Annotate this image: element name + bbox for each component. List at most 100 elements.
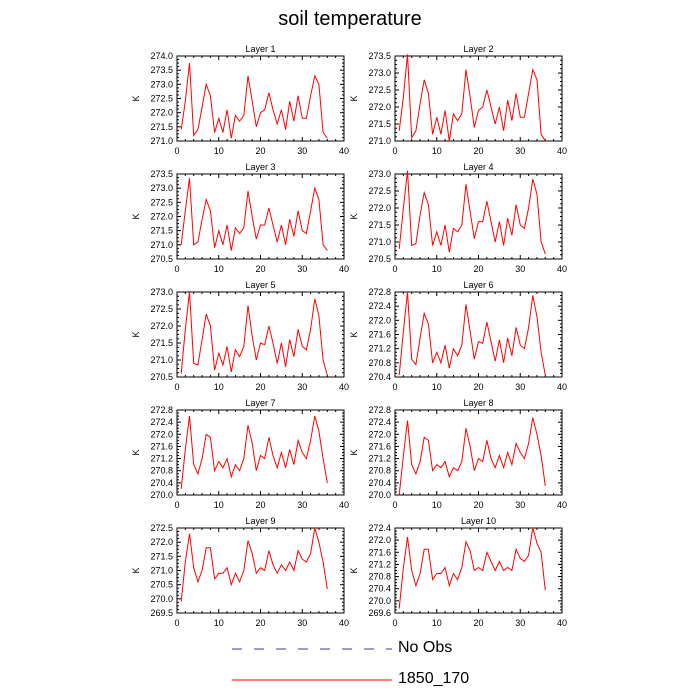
y-tick-label: 272.0 <box>368 102 391 112</box>
y-axis-label: K <box>349 213 359 219</box>
y-tick-label: 272.0 <box>368 429 391 439</box>
x-tick-label: 40 <box>339 382 349 392</box>
y-tick-label: 271.0 <box>150 355 173 365</box>
plot-frame <box>176 173 345 260</box>
panel-layer-2: Layer 2 K 0 10 20 30 40 271.0 271.5 272.0 272.5 273… <box>349 44 567 156</box>
y-tick-label: 271.0 <box>368 136 391 146</box>
y-axis-label: K <box>349 331 359 337</box>
x-tick-label: 0 <box>392 146 397 156</box>
y-tick-label: 272.5 <box>150 197 173 207</box>
x-tick-label: 30 <box>515 146 525 156</box>
legend-label-1850-170: 1850_170 <box>398 670 470 687</box>
panel-layer-6: Layer 6 K 0 10 20 30 40 270.4 270.8 271.2 271.6 272… <box>349 280 567 392</box>
x-tick-label: 30 <box>297 382 307 392</box>
plot-frame <box>394 55 563 142</box>
series-line-layer-1 <box>180 63 328 139</box>
plot-frame <box>176 409 345 496</box>
y-tick-label: 270.8 <box>368 358 391 368</box>
y-tick-label: 271.0 <box>150 566 173 576</box>
series-line-layer-8 <box>398 417 546 496</box>
x-tick-label: 10 <box>214 382 224 392</box>
y-tick-label: 271.5 <box>150 226 173 236</box>
y-tick-label: 269.5 <box>150 608 173 618</box>
panel-title-layer-3: Layer 3 <box>245 162 275 172</box>
x-tick-label: 20 <box>473 382 483 392</box>
y-axis-label: K <box>349 95 359 101</box>
y-tick-label: 271.6 <box>368 441 391 451</box>
x-tick-label: 10 <box>214 618 224 628</box>
y-tick-label: 274.0 <box>150 51 173 61</box>
y-tick-label: 272.5 <box>368 186 391 196</box>
y-axis-label: K <box>131 449 141 455</box>
y-tick-label: 270.8 <box>150 466 173 476</box>
y-tick-label: 271.5 <box>150 338 173 348</box>
panel-title-layer-9: Layer 9 <box>245 516 275 526</box>
y-tick-label: 271.2 <box>150 454 173 464</box>
y-tick-label: 270.0 <box>368 490 391 500</box>
y-tick-label: 273.5 <box>150 169 173 179</box>
y-tick-label: 272.5 <box>150 523 173 533</box>
series-line-layer-5 <box>180 291 328 376</box>
x-tick-label: 20 <box>473 146 483 156</box>
y-tick-label: 271.2 <box>368 454 391 464</box>
panel-title-layer-5: Layer 5 <box>245 280 275 290</box>
y-tick-label: 273.0 <box>150 79 173 89</box>
panel-title-layer-7: Layer 7 <box>245 398 275 408</box>
panel-layer-9: Layer 9 K 0 10 20 30 40 269.5 270.0 270.5 271.0 271… <box>131 516 349 628</box>
panel-title-layer-10: Layer 10 <box>461 516 496 526</box>
y-tick-label: 271.5 <box>150 551 173 561</box>
x-tick-label: 30 <box>515 500 525 510</box>
x-tick-label: 40 <box>557 382 567 392</box>
y-tick-label: 271.0 <box>150 240 173 250</box>
y-tick-label: 271.2 <box>368 559 391 569</box>
y-tick-label: 272.0 <box>150 321 173 331</box>
panel-layer-7: Layer 7 K 0 10 20 30 40 270.0 270.4 270.8 271.2 271… <box>131 398 349 510</box>
y-tick-label: 272.0 <box>150 537 173 547</box>
x-tick-label: 0 <box>392 618 397 628</box>
y-tick-label: 270.5 <box>368 254 391 264</box>
y-tick-label: 270.0 <box>368 596 391 606</box>
y-tick-label: 270.0 <box>150 594 173 604</box>
y-tick-label: 270.5 <box>150 254 173 264</box>
x-tick-label: 10 <box>432 500 442 510</box>
y-tick-label: 271.2 <box>368 344 391 354</box>
x-tick-label: 40 <box>557 618 567 628</box>
y-tick-label: 272.4 <box>368 417 391 427</box>
x-tick-label: 20 <box>255 146 265 156</box>
x-tick-label: 10 <box>432 146 442 156</box>
panel-layer-1: Layer 1 K 0 10 20 30 40 271.0 271.5 272.0 272.5 273… <box>131 44 349 156</box>
series-line-layer-2 <box>398 54 546 142</box>
y-tick-label: 272.5 <box>150 94 173 104</box>
x-tick-label: 10 <box>432 382 442 392</box>
y-tick-label: 273.0 <box>368 169 391 179</box>
y-tick-label: 271.5 <box>368 119 391 129</box>
x-tick-label: 10 <box>432 618 442 628</box>
y-tick-label: 272.8 <box>150 405 173 415</box>
x-tick-label: 0 <box>392 264 397 274</box>
series-line-layer-10 <box>398 527 546 609</box>
panel-layer-3: Layer 3 K 0 10 20 30 40 270.5 271.0 271.5 272.0 272… <box>131 162 349 274</box>
y-tick-label: 270.0 <box>150 490 173 500</box>
page-title: soil temperature <box>278 8 422 30</box>
x-tick-label: 20 <box>473 618 483 628</box>
plot-frame <box>176 55 345 142</box>
x-tick-label: 0 <box>392 382 397 392</box>
y-tick-label: 271.0 <box>150 136 173 146</box>
x-tick-label: 20 <box>255 382 265 392</box>
x-tick-label: 40 <box>557 264 567 274</box>
y-tick-label: 271.6 <box>368 547 391 557</box>
panel-title-layer-4: Layer 4 <box>463 162 493 172</box>
x-tick-label: 20 <box>473 500 483 510</box>
panel-layer-5: Layer 5 K 0 10 20 30 40 270.5 271.0 271.5 272.0 272… <box>131 280 349 392</box>
y-tick-label: 270.5 <box>150 580 173 590</box>
y-tick-label: 273.0 <box>368 68 391 78</box>
legend-label-no-obs: No Obs <box>398 639 453 656</box>
y-tick-label: 272.0 <box>150 212 173 222</box>
y-tick-label: 270.4 <box>368 478 391 488</box>
y-tick-label: 272.0 <box>368 203 391 213</box>
y-tick-label: 273.5 <box>150 65 173 75</box>
x-tick-label: 30 <box>297 500 307 510</box>
y-tick-label: 269.6 <box>368 608 391 618</box>
y-axis-label: K <box>131 567 141 573</box>
